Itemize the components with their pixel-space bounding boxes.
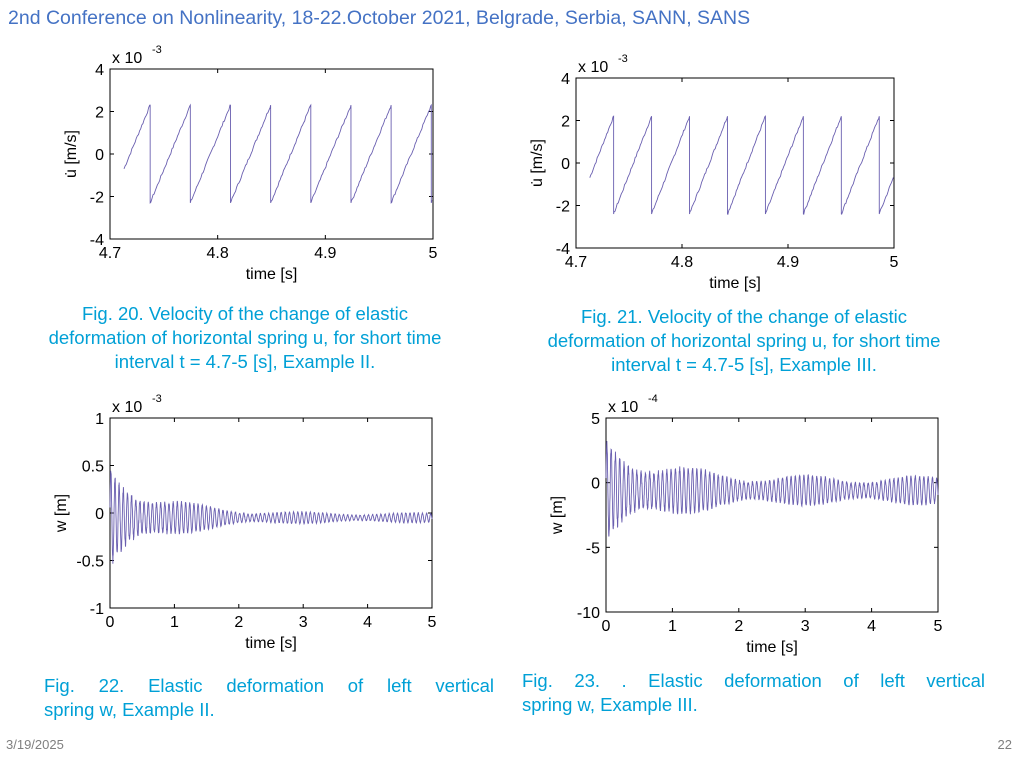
y-axis-label: u̇ [m/s] xyxy=(529,139,546,187)
y-tick-label: 0 xyxy=(95,506,104,523)
x-tick-label: 4.8 xyxy=(207,245,229,262)
series-line xyxy=(123,103,433,204)
x-tick-label: 0 xyxy=(602,618,611,635)
caption-fig20: Fig. 20. Velocity of the change of elast… xyxy=(10,302,480,374)
plot-area xyxy=(575,77,895,249)
chart-fig20: 4.7 4.8 4.9 5 4 2 0 -2 -4 x 10 -3 time [s] u̇ [m/s] xyxy=(40,32,450,287)
chart-svg: 0 1 2 3 4 5 1 0.5 0 -0.5 -1 x 10 -3 time [s] w [m] xyxy=(53,393,437,652)
y-axis-label: w [m] xyxy=(53,494,70,533)
y-tick-label: 4 xyxy=(95,62,104,79)
chart-fig23: 0 1 2 3 4 5 5 0 -5 -10 x 10 -4 time [s] w [m] xyxy=(530,372,948,668)
x-axis-label: time [s] xyxy=(246,266,298,283)
axis-multiplier: x 10 xyxy=(112,50,142,67)
axis-multiplier: x 10 xyxy=(578,59,608,76)
footer-date: 3/19/2025 xyxy=(6,737,64,752)
plot-area xyxy=(605,417,939,613)
caption-line: Fig. 20. Velocity of the change of elast… xyxy=(82,303,408,324)
caption-fig21: Fig. 21. Velocity of the change of elast… xyxy=(510,305,978,377)
x-tick-label: 5 xyxy=(428,614,437,631)
y-tick-label: 0 xyxy=(95,147,104,164)
y-tick-label: 0 xyxy=(561,156,570,173)
series-line xyxy=(589,115,894,215)
x-tick-label: 2 xyxy=(734,618,743,635)
y-tick-label: -4 xyxy=(90,232,104,249)
x-tick-label: 5 xyxy=(890,254,899,271)
caption-fig22: Fig. 22. Elastic deformation of left ver… xyxy=(44,674,494,722)
caption-line: Fig. 21. Velocity of the change of elast… xyxy=(581,306,907,327)
plot-area xyxy=(109,68,434,240)
x-tick-label: 1 xyxy=(668,618,677,635)
y-tick-label: -10 xyxy=(577,605,600,622)
caption-line: interval t = 4.7-5 [s], Example II. xyxy=(114,351,376,372)
y-tick-label: -2 xyxy=(90,190,104,207)
axis-multiplier-exponent: -3 xyxy=(152,44,162,56)
caption-line: spring w, Example III. xyxy=(522,694,698,715)
y-tick-label: -5 xyxy=(586,540,600,557)
axis-multiplier-exponent: -3 xyxy=(152,393,162,405)
y-tick-label: 5 xyxy=(591,411,600,428)
x-tick-label: 4.9 xyxy=(777,254,799,271)
y-tick-label: 1 xyxy=(95,411,104,428)
axis-multiplier-exponent: -4 xyxy=(648,393,658,405)
x-tick-label: 3 xyxy=(801,618,810,635)
y-tick-label: -1 xyxy=(90,601,104,618)
caption-line: Fig. 23. . Elastic deformation of left v… xyxy=(522,670,985,691)
y-axis-label: u̇ [m/s] xyxy=(63,130,80,178)
caption-line: spring w, Example II. xyxy=(44,699,215,720)
y-tick-label: 0 xyxy=(591,476,600,493)
y-axis-label: w [m] xyxy=(549,496,566,535)
y-tick-label: -2 xyxy=(556,199,570,216)
chart-svg: 4.7 4.8 4.9 5 4 2 0 -2 -4 x 10 -3 time [s] u̇ [m/s] xyxy=(63,44,438,283)
x-tick-label: 4 xyxy=(363,614,372,631)
x-tick-label: 1 xyxy=(170,614,179,631)
x-tick-label: 4.7 xyxy=(565,254,587,271)
x-tick-label: 2 xyxy=(234,614,243,631)
y-tick-label: 2 xyxy=(561,114,570,131)
x-tick-label: 4.7 xyxy=(99,245,121,262)
y-tick-label: 0.5 xyxy=(82,459,104,476)
plot-area xyxy=(109,417,433,609)
chart-svg: 4.7 4.8 4.9 5 4 2 0 -2 -4 x 10 -3 time [s] u̇ [m/s] xyxy=(529,53,899,292)
caption-line: deformation of horizontal spring u, for … xyxy=(547,330,941,351)
caption-fig23: Fig. 23. . Elastic deformation of left v… xyxy=(522,669,985,717)
y-tick-label: -0.5 xyxy=(76,554,104,571)
x-tick-label: 3 xyxy=(299,614,308,631)
chart-fig21: 4.7 4.8 4.9 5 4 2 0 -2 -4 x 10 -3 time [s] u̇ [m/s] xyxy=(528,38,948,300)
series-line xyxy=(109,470,433,564)
x-tick-label: 4.8 xyxy=(671,254,693,271)
y-tick-label: 4 xyxy=(561,71,570,88)
caption-line: interval t = 4.7-5 [s], Example III. xyxy=(611,354,877,375)
x-axis-label: time [s] xyxy=(746,639,798,656)
slide-header: 2nd Conference on Nonlinearity, 18-22.Oc… xyxy=(8,7,751,29)
caption-line: Fig. 22. Elastic deformation of left ver… xyxy=(44,675,494,696)
axis-multiplier: x 10 xyxy=(112,399,142,416)
x-axis-label: time [s] xyxy=(245,635,297,652)
caption-line: deformation of horizontal spring u, for … xyxy=(48,327,442,348)
x-axis-label: time [s] xyxy=(709,275,761,292)
series-line xyxy=(605,440,939,537)
chart-fig22: 0 1 2 3 4 5 1 0.5 0 -0.5 -1 x 10 -3 time [s] w [m] xyxy=(38,378,456,660)
axis-multiplier: x 10 xyxy=(608,399,638,416)
axis-multiplier-exponent: -3 xyxy=(618,53,628,65)
y-tick-label: -4 xyxy=(556,241,570,258)
x-tick-label: 4 xyxy=(867,618,876,635)
x-tick-label: 5 xyxy=(934,618,943,635)
x-tick-label: 0 xyxy=(106,614,115,631)
x-tick-label: 4.9 xyxy=(314,245,336,262)
x-tick-label: 5 xyxy=(429,245,438,262)
y-tick-label: 2 xyxy=(95,105,104,122)
chart-svg: 0 1 2 3 4 5 5 0 -5 -10 x 10 -4 time [s] w [m] xyxy=(549,393,943,656)
slide-number: 22 xyxy=(997,737,1012,752)
